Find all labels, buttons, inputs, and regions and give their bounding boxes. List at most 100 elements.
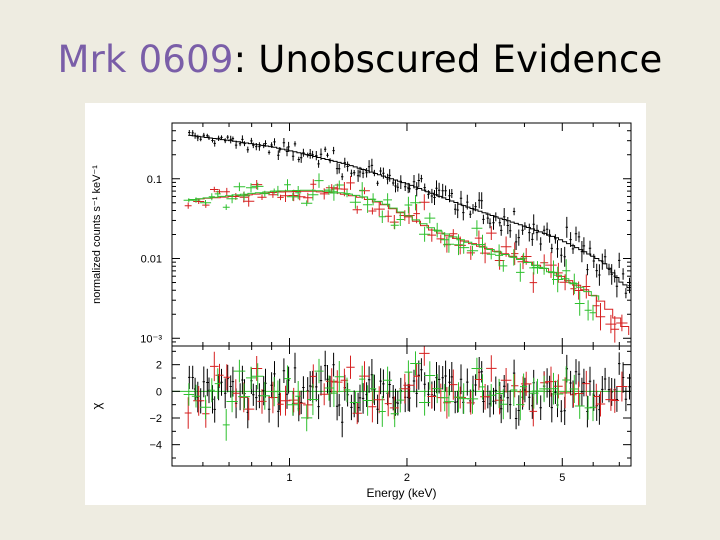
- residual-y-tick-label: −4: [149, 440, 162, 452]
- y-tick-label: 0.1: [147, 174, 162, 186]
- slide-title: Mrk 0609: Unobscured Evidence: [0, 38, 720, 81]
- data-point: [311, 150, 314, 159]
- data-point: [432, 222, 442, 238]
- data-point: [586, 264, 589, 276]
- residual-point: [420, 358, 423, 382]
- residual-point: [569, 374, 579, 403]
- residual-point: [595, 391, 606, 417]
- residual-point: [474, 374, 477, 396]
- residual-point: [324, 350, 327, 381]
- data-point: [262, 143, 265, 149]
- data-point: [580, 241, 584, 263]
- residual-point: [413, 363, 420, 389]
- residual-point: [584, 396, 592, 420]
- data-point: [338, 163, 341, 174]
- data-point: [570, 282, 577, 296]
- residual-point: [384, 391, 392, 417]
- residual-point: [419, 389, 431, 416]
- data-point: [448, 189, 451, 203]
- residual-point: [334, 361, 344, 393]
- residual-point: [208, 378, 215, 403]
- residual-point: [486, 384, 496, 407]
- data-point: [309, 149, 312, 159]
- residual-point: [346, 355, 355, 379]
- data-point: [404, 182, 407, 191]
- data-point: [408, 185, 411, 193]
- residual-point: [233, 359, 246, 383]
- data-point: [486, 248, 496, 260]
- data-point: [202, 132, 205, 138]
- title-rest: : Unobscured Evidence: [233, 38, 663, 81]
- residual-point: [379, 368, 382, 395]
- data-point: [274, 185, 282, 197]
- data-point: [270, 142, 273, 148]
- y-tick-label: 0.01: [141, 254, 162, 266]
- x-axis-label: Energy (keV): [366, 486, 436, 500]
- data-point: [545, 222, 549, 236]
- data-point: [616, 314, 628, 332]
- data-point: [592, 253, 595, 268]
- residual-point: [367, 366, 371, 393]
- data-point: [412, 175, 416, 189]
- data-point: [417, 173, 420, 188]
- data-point: [291, 151, 295, 161]
- data-point: [293, 141, 297, 147]
- data-point: [284, 179, 291, 191]
- data-point: [588, 240, 592, 256]
- data-point: [571, 243, 575, 254]
- data-point: [480, 192, 483, 209]
- data-point: [334, 180, 344, 190]
- data-point: [191, 130, 194, 136]
- data-point: [223, 187, 230, 196]
- data-point: [494, 212, 497, 222]
- data-point: [441, 183, 444, 198]
- data-point: [466, 194, 469, 210]
- data-point: [300, 152, 303, 163]
- data-point: [396, 182, 399, 192]
- residual-point: [341, 407, 344, 438]
- data-point: [407, 182, 410, 194]
- data-point: [488, 218, 492, 229]
- data-point: [319, 188, 329, 200]
- data-point: [573, 281, 584, 300]
- data-point: [368, 207, 377, 215]
- data-point: [301, 200, 313, 207]
- data-point: [532, 214, 535, 235]
- data-point: [238, 191, 251, 201]
- residual-point: [459, 364, 463, 395]
- data-point: [399, 175, 402, 189]
- data-point: [430, 188, 434, 204]
- residual-point: [589, 393, 597, 422]
- data-point: [273, 138, 276, 146]
- residual-point: [343, 377, 351, 403]
- residual-point: [607, 376, 611, 403]
- data-points-series-1: [188, 130, 631, 299]
- xray-spectrum-plot: 0.1 0.01 10⁻³ 2 0 −2 −4 1 2 5 Energy (keV) normaliz…: [89, 122, 632, 500]
- data-point: [444, 185, 447, 197]
- data-point: [552, 266, 564, 293]
- residual-point: [361, 383, 365, 414]
- residual-point: [417, 360, 420, 390]
- data-point: [214, 190, 221, 198]
- residual-point: [224, 378, 227, 409]
- residual-point: [471, 357, 483, 380]
- residual-point: [482, 390, 485, 413]
- data-point: [224, 138, 227, 144]
- data-point: [521, 225, 524, 235]
- data-point: [317, 159, 320, 168]
- residual-point: [282, 358, 286, 383]
- data-point: [258, 142, 261, 151]
- residual-point: [466, 391, 475, 415]
- data-point: [222, 204, 230, 210]
- data-point: [208, 193, 215, 201]
- data-point: [459, 190, 463, 206]
- residual-point: [259, 381, 270, 410]
- data-point: [495, 244, 504, 267]
- data-point: [574, 226, 578, 241]
- data-point: [215, 189, 224, 195]
- data-point: [394, 179, 397, 193]
- residual-point: [191, 384, 201, 408]
- residual-point: [231, 366, 235, 397]
- data-point: [370, 193, 377, 206]
- residual-point: [500, 394, 503, 424]
